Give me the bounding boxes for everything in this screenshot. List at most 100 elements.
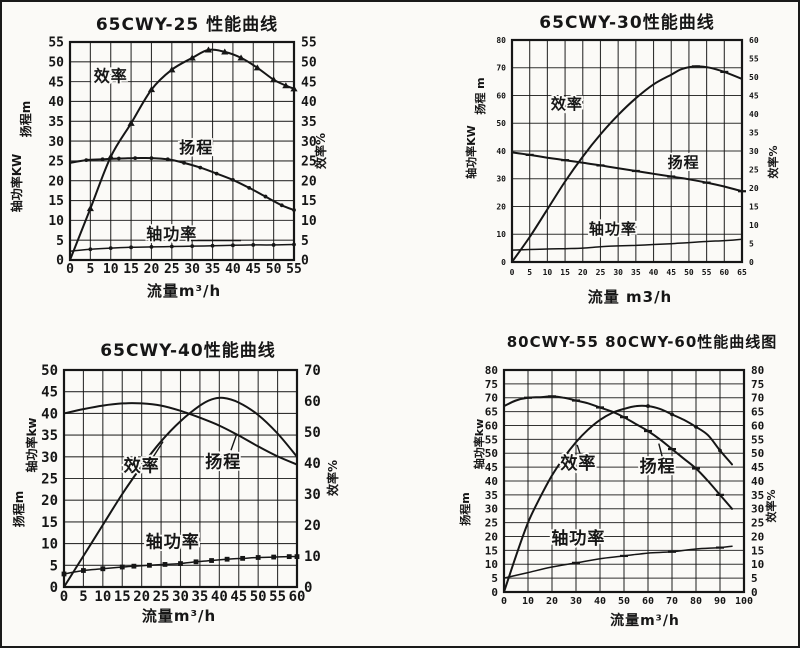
efficiency-label: 效率 <box>560 453 596 474</box>
x-axis-tick: 10 <box>103 262 119 277</box>
x-axis-tick: 60 <box>642 596 654 607</box>
right-axis-caption: 效率% <box>313 133 328 169</box>
right-axis-tick: 30 <box>751 503 764 516</box>
right-axis-tick: 10 <box>301 214 317 229</box>
right-axis-tick: 0 <box>749 258 754 267</box>
shaft-power-label: 轴功率 <box>551 528 605 549</box>
label-leader-line <box>152 441 164 458</box>
x-axis-tick: 20 <box>133 589 150 605</box>
right-axis-tick: 20 <box>304 518 321 534</box>
left-axis-tick: 50 <box>48 55 64 70</box>
right-axis-tick: 55 <box>301 36 317 51</box>
chart-80cwy-55-60: 0510152025303540455055606570758005101520… <box>458 364 778 607</box>
right-axis-tick: 55 <box>751 433 764 446</box>
x-axis-tick: 60 <box>289 589 306 605</box>
plot-border <box>68 40 296 262</box>
left-axis-tick: 45 <box>41 385 58 401</box>
efficiency-curve <box>69 46 298 261</box>
shaft-power-curve <box>61 554 300 577</box>
left-axis-tick: 20 <box>48 174 64 189</box>
shaft-power-curve <box>69 242 296 253</box>
right-axis-tick: 45 <box>749 91 759 100</box>
label-leader-line <box>576 444 582 457</box>
right-axis-tick: 25 <box>749 165 759 174</box>
x-axis-tick: 25 <box>164 262 180 277</box>
right-axis-caption: 效率% <box>325 460 340 496</box>
left-axis-tick: 70 <box>485 392 498 405</box>
right-axis-tick: 75 <box>751 378 764 391</box>
right-axis-tick: 50 <box>751 447 764 460</box>
x-axis-tick: 40 <box>225 262 241 277</box>
grid-lines <box>63 369 298 588</box>
left-axis-tick: 80 <box>496 36 506 45</box>
right-axis-tick: 30 <box>301 135 317 150</box>
left-axis-tick: 10 <box>41 537 58 553</box>
right-axis-tick: 0 <box>301 254 309 269</box>
left-axis-tick: 15 <box>41 515 58 531</box>
shaft-power-label: 轴功率 <box>589 220 637 238</box>
head-curve <box>69 156 296 212</box>
right-axis-tick: 15 <box>751 544 764 557</box>
left-axis-tick: 5 <box>56 234 64 249</box>
left-axis-tick: 45 <box>48 75 64 90</box>
x-axis-tick: 35 <box>191 589 208 605</box>
head-label: 扬程 <box>668 154 700 172</box>
x-axis-tick: 15 <box>123 262 139 277</box>
right-axis-tick: 45 <box>751 461 764 474</box>
left-axis-tick: 0 <box>501 258 506 267</box>
left-axis-tick: 70 <box>496 64 506 73</box>
chart4-xaxis-label: 流量m³/h <box>610 613 680 629</box>
head-label: 扬程 <box>205 451 241 472</box>
x-axis-tick: 50 <box>618 596 630 607</box>
chart-65cwy-30: 0102030405060708005101520253035404550556… <box>464 36 780 277</box>
x-axis-tick: 70 <box>666 596 678 607</box>
x-axis-tick: 50 <box>684 268 694 277</box>
left-axis-tick: 20 <box>485 530 498 543</box>
axis-tick-labels: 0102030405060708005101520253035404550556… <box>496 36 758 277</box>
left-axis-caption: 扬程m <box>11 491 26 528</box>
x-axis-tick: 55 <box>286 262 302 277</box>
left-axis-tick: 30 <box>48 135 64 150</box>
right-axis-tick: 60 <box>751 419 764 432</box>
right-axis-tick: 20 <box>301 174 317 189</box>
x-axis-tick: 60 <box>719 268 729 277</box>
right-axis-tick: 35 <box>751 489 764 502</box>
left-axis-tick: 30 <box>41 450 58 466</box>
left-axis-tick: 5 <box>50 558 58 574</box>
left-axis-tick: 25 <box>41 472 58 488</box>
x-axis-tick: 15 <box>560 268 570 277</box>
left-axis-tick: 60 <box>496 91 506 100</box>
efficiency-curve <box>503 404 733 593</box>
x-axis-tick: 5 <box>86 262 94 277</box>
chart1-xaxis-label: 流量m³/h <box>146 282 222 300</box>
head-label: 扬程 <box>179 138 213 157</box>
right-axis-tick: 10 <box>304 549 321 565</box>
left-axis-tick: 5 <box>491 572 498 585</box>
chart3-xaxis-label: 流量m³/h <box>141 607 217 625</box>
right-axis-tick: 50 <box>304 425 321 441</box>
left-axis-caption: 扬程m <box>18 101 33 138</box>
left-axis-tick: 0 <box>50 580 58 596</box>
right-axis-tick: 40 <box>749 110 759 119</box>
x-axis-tick: 50 <box>250 589 267 605</box>
right-axis-tick: 50 <box>749 73 759 82</box>
head-label: 扬程 <box>640 456 676 477</box>
left-axis-tick: 45 <box>485 461 498 474</box>
right-axis-tick: 0 <box>304 580 312 596</box>
chart3-title: 65CWY-40性能曲线 <box>100 341 276 361</box>
left-axis-tick: 30 <box>485 503 498 516</box>
left-axis-tick: 65 <box>485 406 498 419</box>
left-axis-tick: 15 <box>485 544 498 557</box>
right-axis-tick: 40 <box>301 95 317 110</box>
left-axis-tick: 40 <box>496 147 506 156</box>
right-axis-tick: 65 <box>751 406 764 419</box>
efficiency-curve <box>511 65 743 263</box>
efficiency-label: 效率 <box>124 456 160 477</box>
axis-tick-labels: 0510152025303540455055606570758005101520… <box>485 364 765 607</box>
right-axis-tick: 25 <box>751 517 764 530</box>
x-axis-tick: 5 <box>527 268 532 277</box>
x-axis-tick: 10 <box>543 268 553 277</box>
right-axis-tick: 70 <box>304 363 321 379</box>
shaft-power-curve <box>511 238 743 251</box>
